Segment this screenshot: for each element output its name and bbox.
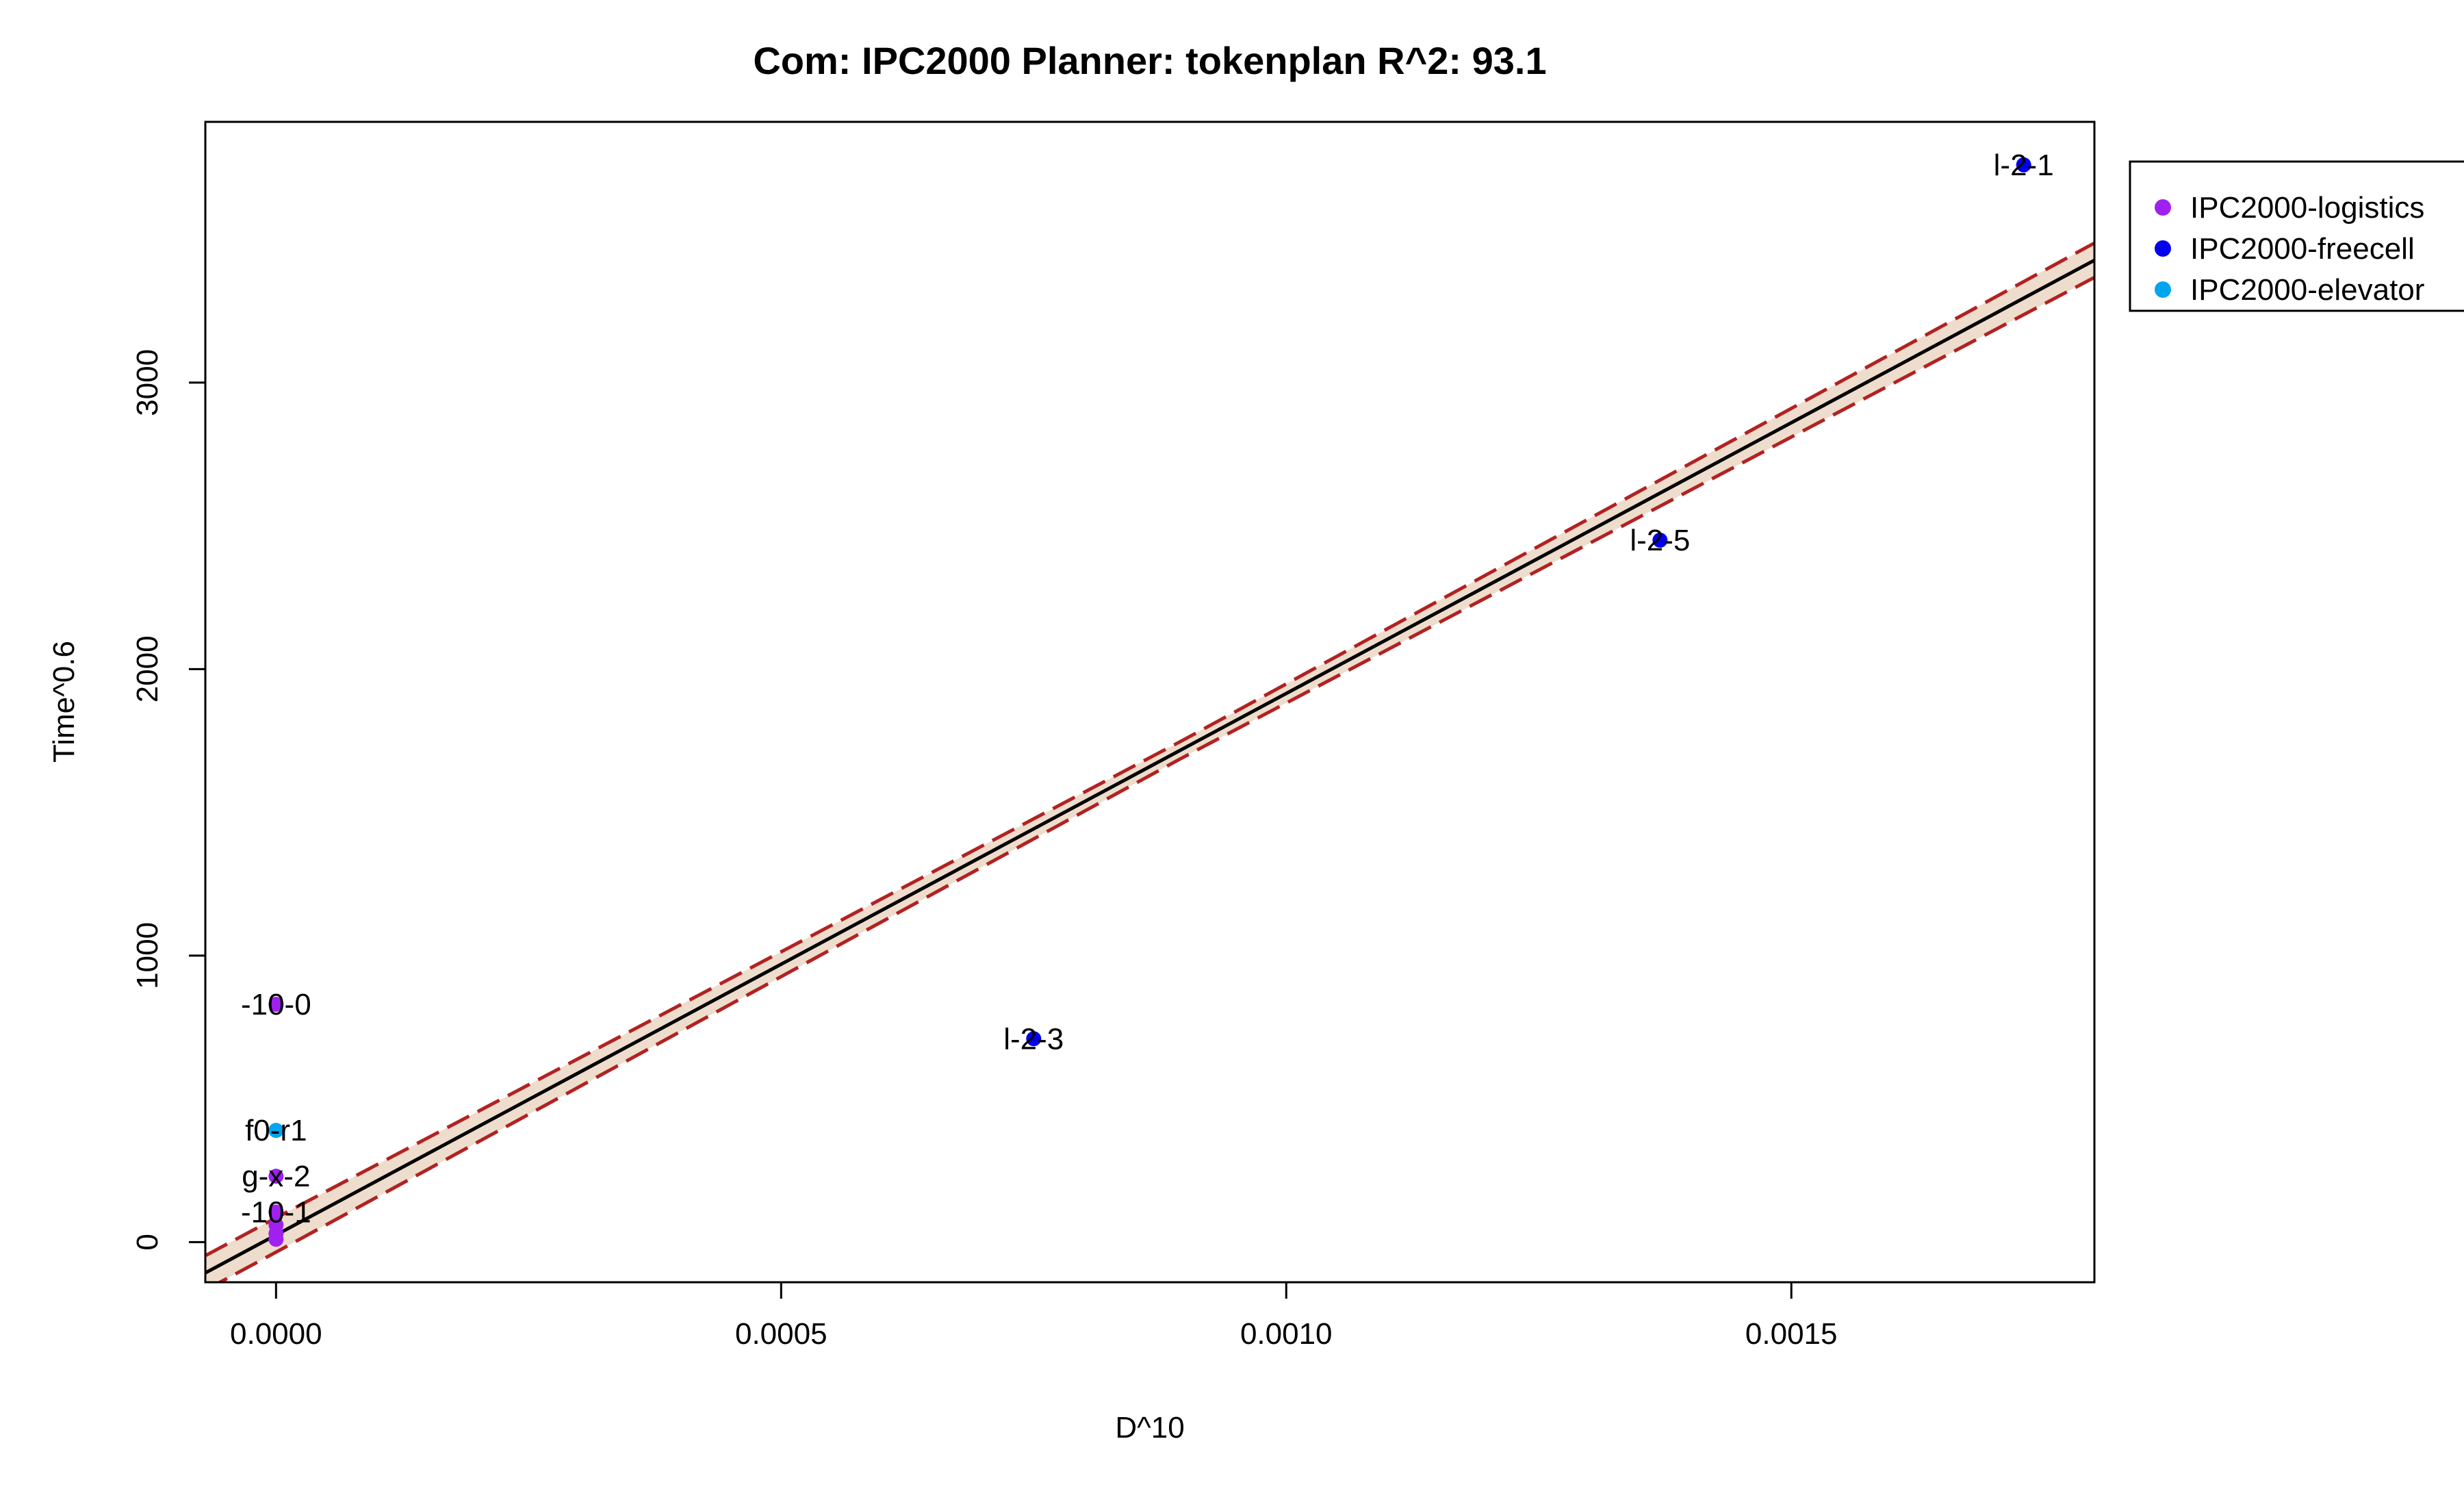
- point-label: -10-0: [241, 988, 311, 1021]
- legend-box: [2129, 160, 2464, 312]
- y-tick-label: 1000: [131, 922, 164, 989]
- legend: IPC2000-logistics IPC2000-freecell IPC2000…: [2129, 160, 2464, 312]
- x-tick-label: 0.0010: [1240, 1317, 1333, 1351]
- y-tick-label: 3000: [131, 349, 164, 416]
- y-tick-label: 2000: [131, 635, 164, 702]
- x-tick-label: 0.0005: [735, 1317, 827, 1351]
- upper-band-line: [205, 241, 2094, 1258]
- legend-label: IPC2000-freecell: [2190, 232, 2415, 266]
- data-points: [268, 157, 2031, 1247]
- y-axis-label: Time^0.6: [47, 641, 81, 763]
- fit-line: [205, 258, 2094, 1275]
- legend-label: IPC2000-logistics: [2190, 191, 2424, 225]
- legend-marker: [2155, 199, 2171, 216]
- point-label: -10-1: [241, 1195, 311, 1229]
- y-tick-label: 0: [131, 1234, 164, 1250]
- point-label: l-2-1: [1994, 149, 2054, 182]
- data-point: [2016, 157, 2031, 173]
- data-point: [268, 1204, 284, 1220]
- x-tick-label: 0.0015: [1745, 1317, 1838, 1351]
- x-axis: 0.0000 0.0005 0.0010 0.0015: [230, 1281, 1838, 1351]
- fit-line-group: [205, 258, 2094, 1275]
- data-point: [268, 997, 284, 1013]
- data-point: [268, 1123, 284, 1138]
- chart-title: Com: IPC2000 Planner: tokenplan R^2: 93.…: [753, 39, 1546, 82]
- legend-marker: [2155, 281, 2171, 298]
- point-label: f0-r1: [245, 1114, 307, 1147]
- x-axis-label: D^10: [1115, 1411, 1184, 1445]
- point-label: g-x-2: [242, 1160, 310, 1193]
- point-label: l-2-5: [1630, 524, 1690, 557]
- data-point: [1652, 533, 1668, 548]
- legend-label: IPC2000-elevator: [2190, 273, 2424, 307]
- y-axis: 0 1000 2000 3000: [131, 349, 207, 1251]
- confidence-band: [205, 241, 2094, 1282]
- legend-marker: [2155, 240, 2171, 257]
- x-tick-label: 0.0000: [230, 1317, 322, 1351]
- point-labels: -10-0 g-x-2-10-1 l-2-1 l-2-5 l-2-3 f0-r1: [241, 149, 2054, 1230]
- point-label: l-2-3: [1003, 1022, 1064, 1056]
- data-point: [1026, 1031, 1042, 1047]
- data-point: [268, 1169, 284, 1184]
- data-point: [268, 1232, 284, 1247]
- lower-band-line: [216, 276, 2094, 1282]
- confidence-band-fill: [205, 243, 2094, 1282]
